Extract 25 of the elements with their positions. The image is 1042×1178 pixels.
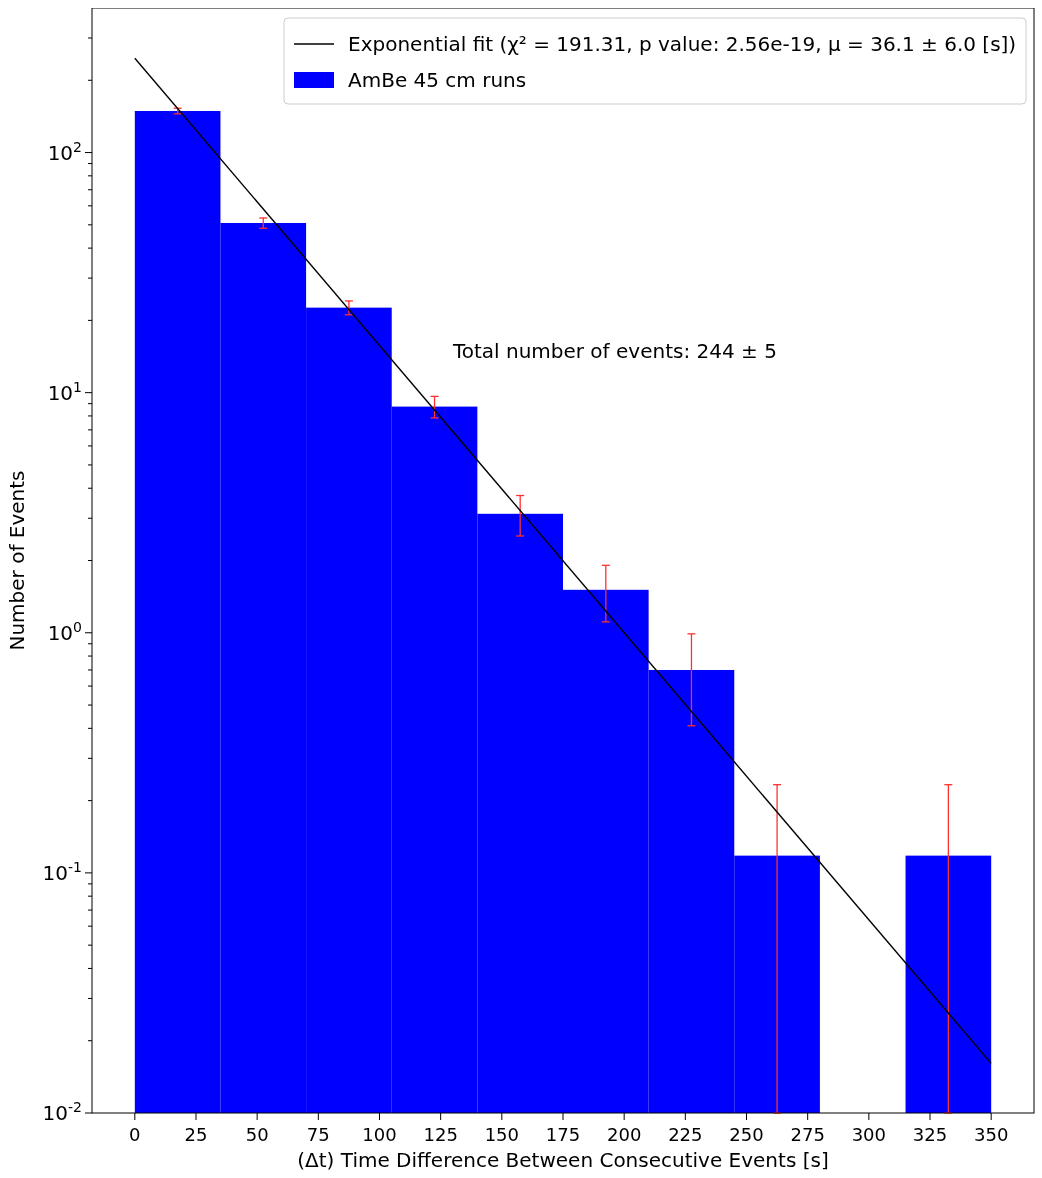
x-tick-label: 275	[790, 1124, 825, 1145]
x-tick-label: 325	[912, 1124, 948, 1145]
x-tick-label: 350	[974, 1124, 1009, 1145]
y-tick-label: 10$^{1}$	[47, 378, 82, 405]
x-tick-label: 125	[423, 1124, 458, 1145]
x-tick-label: 75	[306, 1124, 330, 1145]
legend-label: Exponential fit (χ² = 191.31, p value: 2.56e-19, μ = 36.1 ± 6.0 [s])	[348, 32, 1017, 56]
x-tick-label: 225	[668, 1124, 703, 1145]
x-tick-label: 250	[729, 1124, 764, 1145]
x-tick-label: 175	[545, 1124, 581, 1145]
y-tick-label: 10$^{-1}$	[42, 858, 82, 885]
x-tick-label: 100	[362, 1124, 397, 1145]
y-tick-label: 10$^{-2}$	[42, 1099, 82, 1125]
x-tick-label: 50	[245, 1124, 269, 1145]
x-tick-label: 150	[484, 1124, 520, 1145]
annotation: Total number of events: 244 ± 5	[451, 339, 777, 363]
x-tick-label: 300	[851, 1124, 887, 1145]
x-tick-label: 0	[129, 1124, 141, 1145]
y-tick-label: 10$^{0}$	[47, 618, 82, 645]
x-axis-title: (Δt) Time Difference Between Consecutive Events [s]	[297, 1148, 829, 1172]
legend-label: AmBe 45 cm runs	[348, 68, 527, 92]
x-tick-label: 25	[184, 1124, 208, 1145]
x-tick-label: 200	[606, 1124, 642, 1145]
y-tick-label: 10$^{2}$	[47, 138, 82, 165]
y-axis-title: Number of Events	[5, 470, 29, 651]
